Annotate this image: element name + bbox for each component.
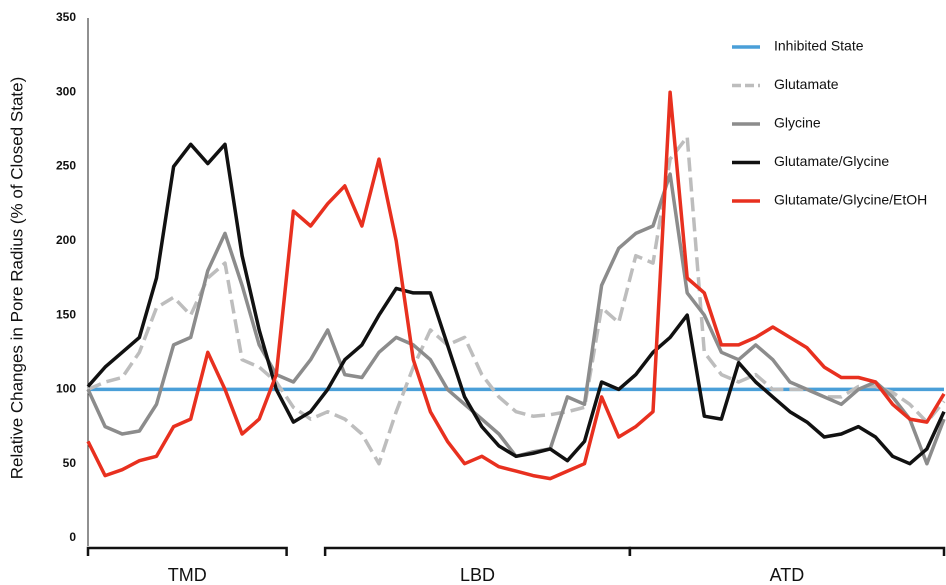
y-tick-label: 250 xyxy=(56,159,76,173)
region-bracket xyxy=(628,546,946,556)
region-bracket xyxy=(86,546,288,556)
series-line xyxy=(86,142,946,466)
region-label: TMD xyxy=(168,565,207,585)
y-tick-label: 150 xyxy=(56,307,76,321)
y-tick-label: 300 xyxy=(56,84,76,98)
legend-label: Inhibited State xyxy=(774,38,864,54)
legend-label: Glutamate/Glycine/EtOH xyxy=(774,192,927,208)
y-tick-label: 50 xyxy=(63,456,77,470)
y-tick-label: 200 xyxy=(56,233,76,247)
y-tick-label: 0 xyxy=(69,530,76,544)
region-label: ATD xyxy=(770,565,805,585)
series-line xyxy=(86,90,946,481)
y-tick-label: 100 xyxy=(56,382,76,396)
legend-label: Glutamate xyxy=(774,76,839,92)
legend-label: Glutamate/Glycine xyxy=(774,153,889,169)
y-axis-label: Relative Changes in Pore Radius (% of Cl… xyxy=(7,77,26,480)
y-tick-label: 350 xyxy=(56,10,76,24)
series-line xyxy=(86,172,946,466)
series-line xyxy=(87,135,946,466)
legend-label: Glycine xyxy=(774,115,821,131)
region-label: LBD xyxy=(460,565,495,585)
region-bracket xyxy=(323,546,632,556)
